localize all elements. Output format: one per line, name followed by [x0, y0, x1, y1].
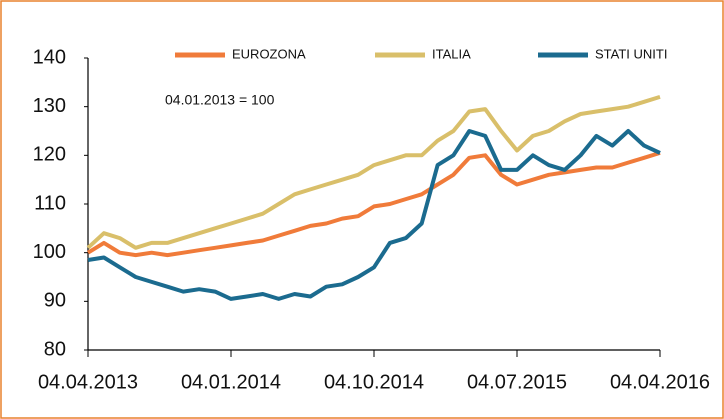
y-tick-label: 140: [33, 46, 66, 68]
y-tick-label: 110: [34, 192, 66, 214]
x-tick-label: 04.04.2013: [38, 371, 138, 393]
series-line: [86, 94, 661, 250]
legend-label: EUROZONA: [232, 46, 306, 61]
series-line: [87, 129, 661, 301]
x-tick-label: 04.04.2016: [610, 371, 710, 393]
series-line: [86, 150, 661, 258]
y-tick-label: 120: [33, 144, 66, 166]
x-tick-label: 04.01.2014: [181, 371, 281, 393]
y-tick-label: 100: [33, 241, 66, 263]
y-tick-label: 90: [44, 290, 66, 312]
y-tick-label: 80: [44, 338, 66, 360]
x-tick-label: 04.10.2014: [324, 371, 424, 393]
legend-label: STATI UNITI: [595, 46, 667, 61]
y-tick-label: 130: [33, 95, 66, 117]
annotation: 04.01.2013 = 100: [165, 92, 275, 108]
legend-label: ITALIA: [432, 46, 471, 61]
x-tick-label: 04.07.2015: [467, 371, 567, 393]
